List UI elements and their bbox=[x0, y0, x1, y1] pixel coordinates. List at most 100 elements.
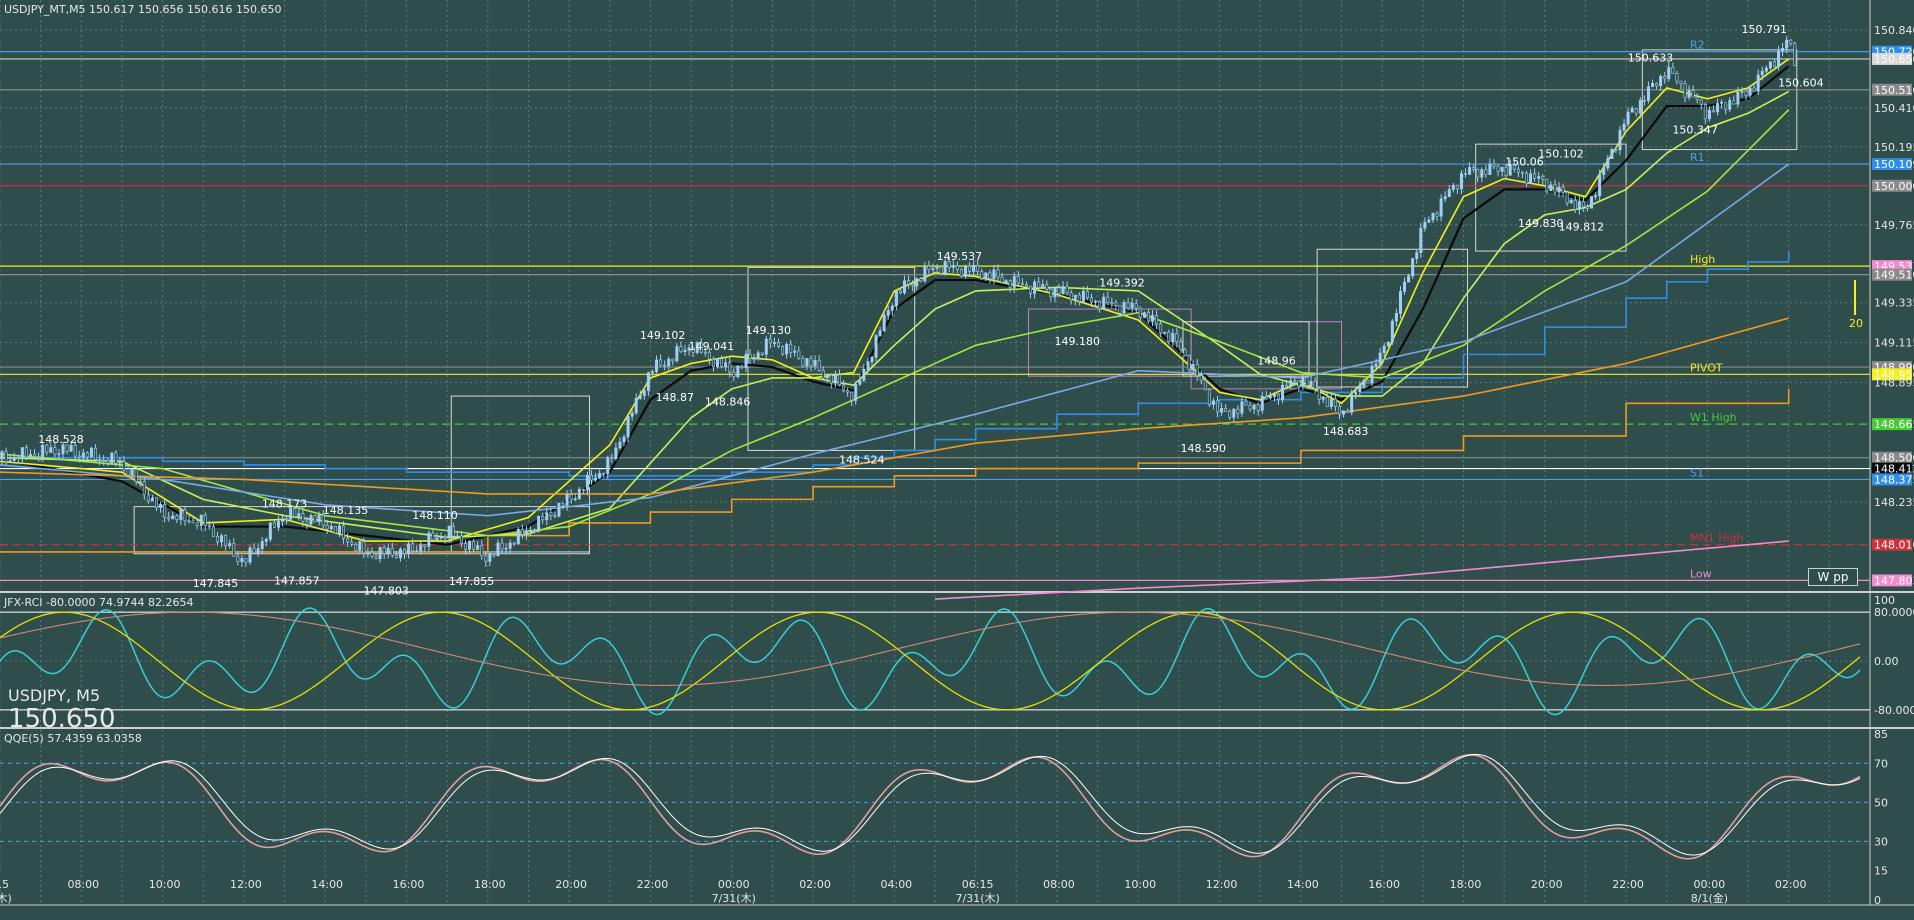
candle-body bbox=[61, 444, 65, 455]
candle-body bbox=[1468, 167, 1472, 175]
candle-body bbox=[573, 498, 577, 501]
candle-body bbox=[785, 343, 789, 355]
volatility-marker: 20 bbox=[1849, 280, 1863, 330]
candle-body bbox=[1602, 167, 1606, 176]
candle-body bbox=[764, 338, 768, 355]
candle-body bbox=[1065, 286, 1069, 294]
candle-body bbox=[1618, 129, 1622, 151]
candle-body bbox=[781, 346, 785, 355]
candle-body bbox=[1268, 396, 1272, 399]
candle-body bbox=[65, 444, 69, 452]
candle-body bbox=[642, 390, 646, 396]
candle-body bbox=[1541, 176, 1545, 180]
candle-body bbox=[1598, 174, 1602, 196]
candle-body bbox=[955, 265, 959, 270]
level-tag-text: 148.956 bbox=[1874, 368, 1914, 381]
candle-body bbox=[1655, 83, 1659, 87]
candle-body bbox=[439, 536, 443, 539]
candle-body bbox=[155, 497, 159, 508]
candle-body bbox=[1415, 252, 1419, 259]
candle-body bbox=[333, 526, 337, 534]
candle-body bbox=[350, 541, 354, 545]
candle-body bbox=[1203, 380, 1207, 391]
candle-body bbox=[1049, 288, 1053, 298]
level-label: High bbox=[1690, 253, 1715, 266]
candle-body bbox=[663, 364, 667, 367]
candle-body bbox=[1061, 286, 1065, 294]
candle-body bbox=[1411, 258, 1415, 277]
candle-body bbox=[57, 453, 61, 456]
candle-body bbox=[529, 530, 533, 532]
candle-body bbox=[650, 371, 654, 373]
price-label: 150.604 bbox=[1778, 77, 1824, 90]
candle-body bbox=[716, 358, 720, 368]
candle-body bbox=[1764, 67, 1768, 72]
ma-line bbox=[0, 90, 1790, 539]
session-box bbox=[1475, 143, 1627, 252]
candle-body bbox=[736, 365, 740, 377]
price-label: 149.180 bbox=[1055, 335, 1101, 348]
candle-body bbox=[1634, 108, 1638, 114]
candle-body bbox=[191, 520, 195, 524]
candle-body bbox=[760, 352, 764, 355]
price-label: 150.102 bbox=[1538, 148, 1584, 161]
candle-body bbox=[362, 541, 366, 554]
candle-body bbox=[1533, 173, 1537, 179]
candle-body bbox=[1756, 74, 1760, 92]
candle-body bbox=[281, 518, 285, 522]
candle-body bbox=[976, 264, 980, 272]
candle-body bbox=[1407, 275, 1411, 283]
candle-body bbox=[1211, 400, 1215, 405]
level-tag bbox=[1872, 538, 1912, 551]
session-box bbox=[450, 395, 590, 553]
candle-body bbox=[508, 542, 512, 549]
candle-body bbox=[935, 266, 939, 269]
candle-body bbox=[602, 472, 606, 475]
candle-body bbox=[1358, 385, 1362, 393]
candle-body bbox=[768, 338, 772, 344]
candle-body bbox=[1020, 282, 1024, 285]
candle-body bbox=[793, 350, 797, 353]
candle-body bbox=[1642, 100, 1646, 102]
level-tag-text: 148.665 bbox=[1874, 418, 1914, 431]
candle-body bbox=[240, 558, 244, 562]
level-tag-text: 148.375 bbox=[1874, 473, 1914, 486]
candle-body bbox=[203, 514, 207, 527]
candle-body bbox=[533, 530, 537, 532]
candle-body bbox=[1736, 91, 1740, 105]
candle-body bbox=[1053, 287, 1057, 298]
candle-body bbox=[1455, 184, 1459, 190]
candle-body bbox=[488, 553, 492, 562]
candle-body bbox=[402, 548, 406, 555]
candle-body bbox=[431, 532, 435, 541]
rci-slow bbox=[0, 611, 1861, 686]
step-line bbox=[0, 251, 1790, 477]
candle-body bbox=[33, 454, 37, 457]
candle-body bbox=[890, 305, 894, 311]
qqe-panel: 85 70 50 30 15 0 bbox=[0, 728, 1888, 907]
candle-body bbox=[183, 509, 187, 522]
price-label: 148.683 bbox=[1323, 425, 1369, 438]
candle-body bbox=[211, 526, 215, 537]
candle-body bbox=[996, 269, 1000, 278]
candle-body bbox=[1187, 355, 1191, 371]
candle-body bbox=[537, 515, 541, 532]
candle-body bbox=[49, 447, 53, 453]
candle-body bbox=[106, 460, 110, 464]
candle-body bbox=[1419, 227, 1423, 253]
candle-body bbox=[1553, 184, 1557, 193]
candle-body bbox=[1277, 393, 1281, 400]
candle-body bbox=[1000, 276, 1004, 283]
candle-body bbox=[1667, 67, 1671, 80]
level-label: R2 bbox=[1690, 39, 1705, 52]
time-subtick: 7/31(木) bbox=[712, 892, 756, 905]
candle-body bbox=[1073, 294, 1077, 301]
candle-body bbox=[817, 360, 821, 371]
candle-body bbox=[1248, 404, 1252, 410]
candle-body bbox=[1016, 276, 1020, 284]
candle-body bbox=[1614, 149, 1618, 151]
price-label: 149.812 bbox=[1559, 220, 1605, 233]
candle-body bbox=[1134, 303, 1138, 309]
wpp-button[interactable]: W pp bbox=[1808, 568, 1858, 586]
